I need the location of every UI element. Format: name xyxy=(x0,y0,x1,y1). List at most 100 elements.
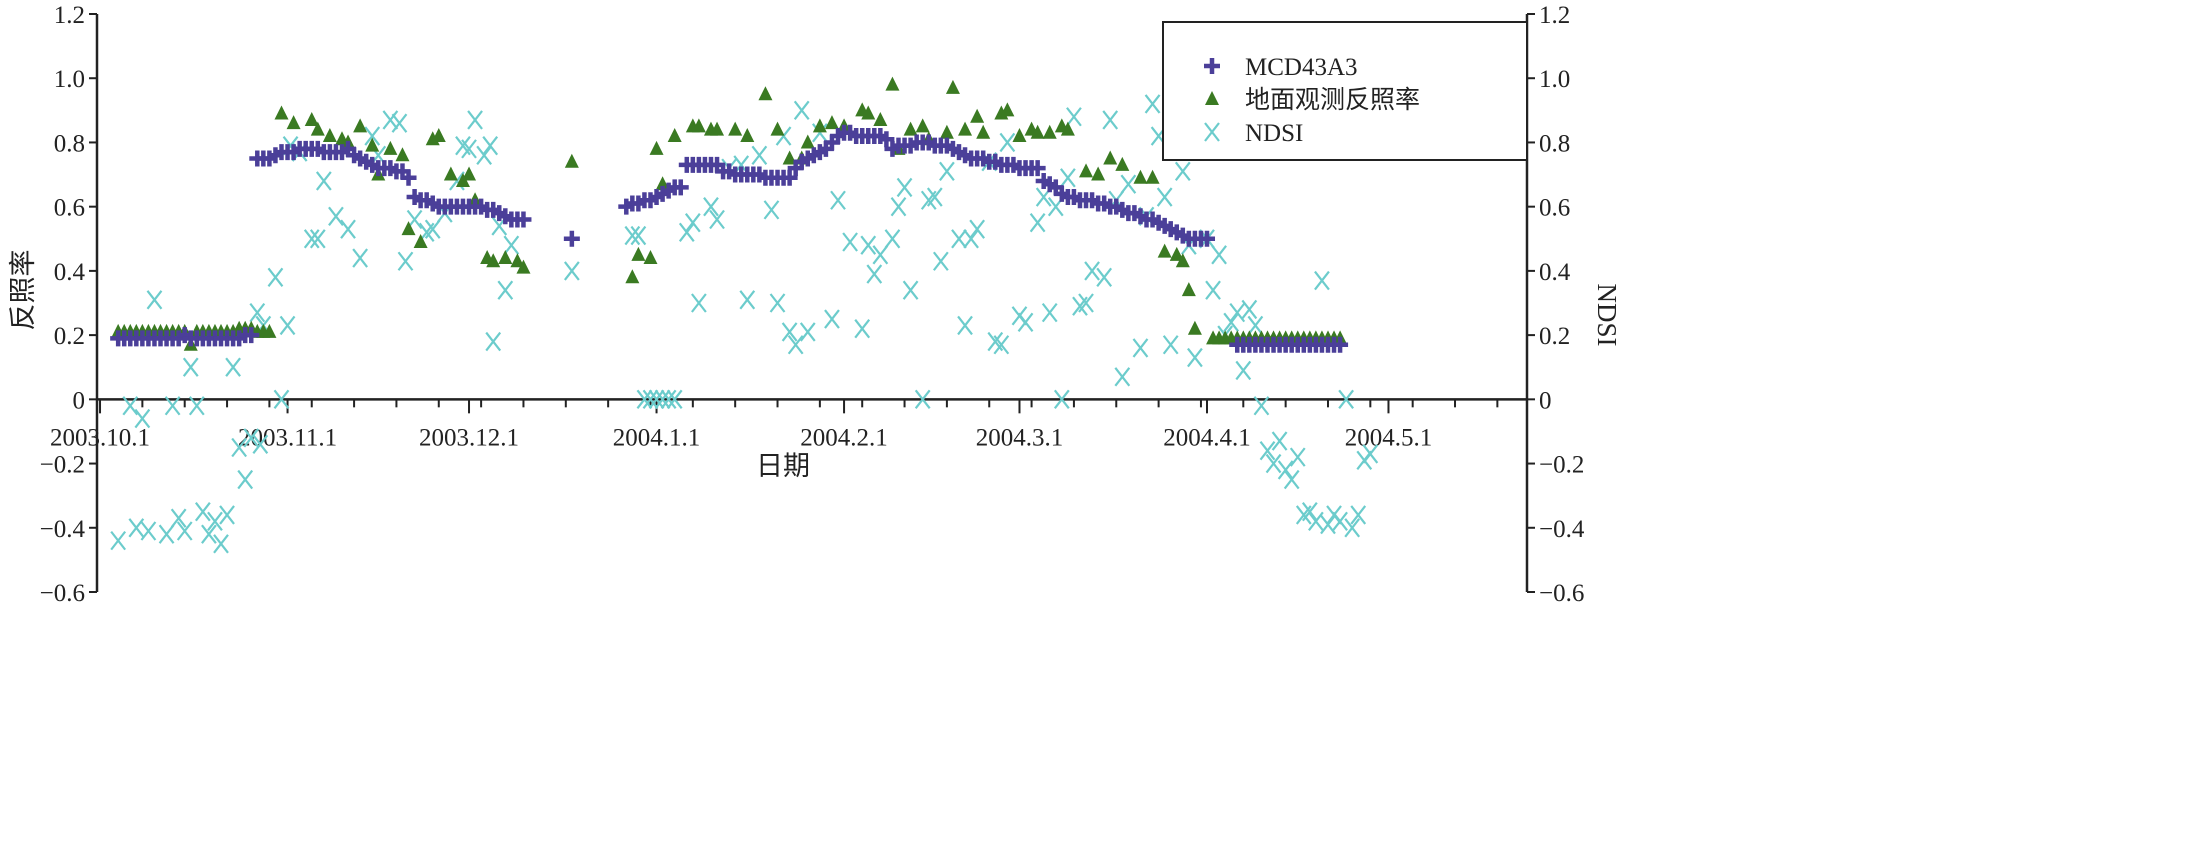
axes: 1.2 1.0 0.8 0.6 0.4 0.2 0 −0.2 −0.4 −0.6 1.2 1.0 0.8… xyxy=(40,2,1585,607)
data-point xyxy=(140,521,157,541)
y2-tick-label: 0.6 xyxy=(1539,195,1570,222)
data-point xyxy=(1229,302,1246,323)
data-point xyxy=(1175,253,1190,268)
data-point xyxy=(1235,360,1252,381)
data-point xyxy=(793,100,810,121)
data-point xyxy=(860,235,877,255)
data-point xyxy=(262,323,277,338)
data-point xyxy=(146,290,163,310)
data-point xyxy=(158,524,175,544)
data-point xyxy=(824,115,839,130)
data-point xyxy=(655,176,670,191)
data-point xyxy=(1253,396,1270,416)
x-tick-label: 2004.5.1 xyxy=(1345,424,1433,451)
data-point xyxy=(958,121,973,136)
data-point xyxy=(781,169,798,186)
y-tick-label: −0.4 xyxy=(40,516,86,543)
data-point xyxy=(1259,441,1276,461)
data-point xyxy=(1362,444,1379,464)
x-tick-label: 2004.2.1 xyxy=(800,424,888,451)
y2-tick-label: −0.4 xyxy=(1539,516,1585,543)
data-point xyxy=(243,428,260,448)
data-point xyxy=(890,196,907,217)
data-point xyxy=(763,200,780,220)
data-point xyxy=(476,145,493,165)
data-point xyxy=(799,322,816,342)
data-point xyxy=(413,233,428,248)
data-point xyxy=(1169,246,1184,261)
data-point xyxy=(1029,160,1046,177)
data-point xyxy=(1144,94,1161,114)
x-tick-label: 2004.3.1 xyxy=(976,424,1064,451)
data-point xyxy=(310,121,325,136)
x-tick-label: 2003.11.1 xyxy=(238,424,337,451)
data-point xyxy=(563,230,580,247)
data-point xyxy=(684,213,701,233)
data-point xyxy=(1133,169,1148,184)
data-point xyxy=(970,108,985,123)
data-point xyxy=(703,196,719,217)
legend-label-ground-albedo: 地面观测反照率 xyxy=(1245,86,1420,114)
data-point xyxy=(391,113,408,133)
data-point xyxy=(781,322,798,342)
data-point xyxy=(1247,315,1264,336)
data-point xyxy=(1289,447,1306,467)
data-point xyxy=(1157,243,1172,258)
data-point xyxy=(243,327,260,344)
data-point xyxy=(1277,460,1294,480)
data-point xyxy=(963,229,979,249)
data-point xyxy=(225,357,241,377)
series-plus xyxy=(110,124,1349,353)
data-point xyxy=(649,140,664,155)
data-point xyxy=(431,128,446,143)
data-point xyxy=(1332,511,1348,532)
data-point xyxy=(286,115,301,130)
data-point xyxy=(739,290,756,310)
data-point xyxy=(1187,347,1203,368)
data-point xyxy=(485,331,502,352)
y2-tick-label: 0 xyxy=(1539,387,1552,414)
data-marks xyxy=(110,76,1379,554)
data-point xyxy=(1211,245,1227,265)
data-point xyxy=(1187,320,1202,335)
data-point xyxy=(636,389,653,410)
data-point xyxy=(365,137,380,152)
data-point xyxy=(1332,336,1349,353)
data-point xyxy=(497,280,514,300)
data-point xyxy=(1053,389,1070,410)
data-point xyxy=(1120,174,1137,194)
data-point xyxy=(872,245,889,265)
data-point xyxy=(648,389,665,410)
data-point xyxy=(207,511,223,532)
y2-tick-label: 0.8 xyxy=(1539,130,1570,157)
data-point xyxy=(1314,270,1330,291)
x-tick-label: 2003.10.1 xyxy=(50,424,150,451)
data-point xyxy=(660,389,677,410)
data-point xyxy=(782,150,797,165)
data-point xyxy=(999,132,1016,153)
data-point xyxy=(1145,169,1160,184)
data-point xyxy=(1000,102,1015,117)
data-point xyxy=(328,206,344,226)
y-tick-label: 0.6 xyxy=(54,195,85,222)
data-point xyxy=(1205,280,1221,300)
data-point xyxy=(309,229,326,249)
data-point xyxy=(364,126,381,146)
data-point xyxy=(1241,299,1258,320)
series-triangle xyxy=(111,76,1348,351)
data-point xyxy=(274,105,289,120)
legend: MCD43A3 地面观测反照率 NDSI xyxy=(1162,21,1528,161)
data-point xyxy=(873,111,888,126)
y-tick-label: −0.2 xyxy=(40,452,85,479)
data-point xyxy=(231,437,248,458)
data-point xyxy=(824,309,840,329)
data-point xyxy=(1115,156,1130,171)
data-point xyxy=(800,134,815,149)
data-point xyxy=(866,264,883,284)
data-point xyxy=(678,222,695,243)
data-point xyxy=(1308,511,1324,532)
data-point xyxy=(861,105,876,120)
data-point xyxy=(322,128,337,143)
data-point xyxy=(1079,163,1094,178)
y-tick-label: 1.0 xyxy=(54,66,85,93)
